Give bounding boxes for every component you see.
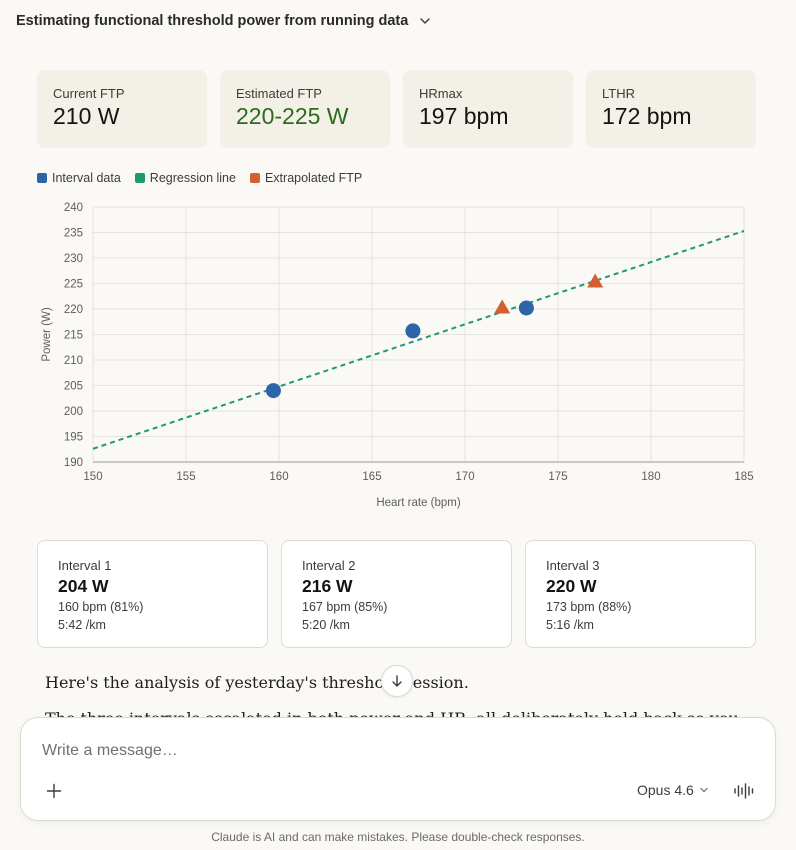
interval-power: 220 W: [546, 576, 597, 596]
legend-label: Extrapolated FTP: [264, 171, 363, 185]
stat-cards: Current FTP 210 W Estimated FTP 220-225 …: [37, 70, 756, 148]
chevron-down-icon: [420, 18, 431, 24]
stat-value: 210 W: [53, 103, 120, 129]
y-tick-label: 190: [64, 457, 83, 469]
interval-hr: 167 bpm (85%): [302, 600, 388, 614]
stat-card-hrmax: HRmax 197 bpm: [403, 70, 573, 148]
plus-icon: [46, 783, 62, 799]
stat-card-lthr: LTHR 172 bpm: [586, 70, 756, 148]
legend-item-interval-data: Interval data: [37, 171, 121, 185]
interval-card-2: Interval 2 216 W 167 bpm (85%) 5:20 /km: [281, 540, 512, 648]
arrow-down-icon: [392, 675, 402, 687]
interval-pace: 5:20 /km: [302, 618, 350, 632]
message-composer[interactable]: Write a message… Opus 4.6: [20, 717, 776, 821]
stat-label: Estimated FTP: [236, 86, 322, 101]
message-paragraph: Here's the analysis of yesterday's thres…: [45, 673, 469, 692]
legend-swatch: [37, 173, 47, 183]
y-tick-label: 200: [64, 406, 83, 418]
interval-card-3: Interval 3 220 W 173 bpm (88%) 5:16 /km: [525, 540, 756, 648]
interval-power: 216 W: [302, 576, 353, 596]
interval-title: Interval 3: [546, 558, 600, 573]
x-axis-label: Heart rate (bpm): [376, 497, 461, 509]
add-attachment-button[interactable]: [43, 780, 65, 802]
interval-card-1: Interval 1 204 W 160 bpm (81%) 5:42 /km: [37, 540, 268, 648]
extrapolated-ftp-point: [587, 273, 604, 288]
message-input[interactable]: Write a message…: [42, 742, 178, 759]
interval-pace: 5:42 /km: [58, 618, 106, 632]
legend-swatch: [134, 173, 145, 183]
legend-label: Regression line: [149, 171, 236, 185]
x-tick-label: 155: [176, 471, 195, 483]
stat-value: 220-225 W: [236, 103, 349, 129]
ftp-scatter-chart: 150 155 160 165 170 175 180 185 190 195 200 205 210 2…: [41, 202, 754, 509]
interval-hr: 173 bpm (88%): [546, 600, 632, 614]
interval-cards: Interval 1 204 W 160 bpm (81%) 5:42 /km …: [37, 540, 756, 648]
chart-legend: Interval data Regression line Extrapolat…: [37, 171, 362, 185]
interval-data-point: [518, 300, 534, 316]
conversation-title: Estimating functional threshold power fr…: [16, 13, 409, 29]
stat-value: 172 bpm: [602, 103, 692, 129]
y-tick-label: 210: [64, 355, 83, 367]
x-tick-label: 175: [548, 471, 567, 483]
y-tick-label: 220: [64, 304, 83, 316]
conversation-title-button[interactable]: Estimating functional threshold power fr…: [16, 10, 432, 32]
x-tick-label: 165: [362, 471, 381, 483]
extrapolated-ftp-point: [494, 299, 511, 314]
interval-pace: 5:16 /km: [546, 618, 594, 632]
stat-card-estimated-ftp: Estimated FTP 220-225 W: [220, 70, 390, 148]
interval-title: Interval 1: [58, 558, 112, 573]
interval-power: 204 W: [58, 576, 109, 596]
y-tick-label: 225: [64, 279, 83, 291]
stat-label: Current FTP: [53, 86, 125, 101]
x-tick-label: 170: [455, 471, 474, 483]
regression-line: [92, 230, 745, 450]
stat-label: HRmax: [419, 86, 463, 101]
y-tick-label: 230: [64, 253, 83, 265]
x-tick-label: 160: [269, 471, 288, 483]
legend-item-extrapolated-ftp: Extrapolated FTP: [249, 171, 363, 185]
chevron-down-icon: [700, 787, 708, 793]
scroll-to-bottom-button[interactable]: [381, 665, 413, 697]
y-tick-label: 205: [64, 381, 83, 393]
y-tick-label: 240: [64, 202, 83, 214]
disclaimer-text: Claude is AI and can make mistakes. Plea…: [211, 830, 585, 844]
stat-label: LTHR: [602, 86, 635, 101]
y-tick-label: 195: [64, 432, 83, 444]
model-name: Opus 4.6: [637, 782, 694, 798]
model-selector[interactable]: Opus 4.6: [637, 782, 709, 798]
legend-item-regression-line: Regression line: [134, 171, 236, 185]
stat-value: 197 bpm: [419, 103, 509, 129]
interval-data-point: [265, 383, 281, 399]
y-axis-label: Power (W): [41, 307, 53, 361]
interval-hr: 160 bpm (81%): [58, 600, 144, 614]
legend-label: Interval data: [52, 171, 121, 185]
voice-mode-button[interactable]: [733, 781, 755, 801]
x-tick-label: 185: [734, 471, 753, 483]
stat-card-current-ftp: Current FTP 210 W: [37, 70, 207, 148]
interval-title: Interval 2: [302, 558, 356, 573]
legend-swatch: [249, 173, 260, 183]
x-tick-label: 180: [641, 471, 660, 483]
waveform-icon: [734, 783, 754, 799]
x-tick-label: 150: [83, 471, 102, 483]
interval-data-point: [405, 323, 421, 339]
y-tick-label: 215: [64, 330, 83, 342]
y-tick-label: 235: [64, 228, 83, 240]
